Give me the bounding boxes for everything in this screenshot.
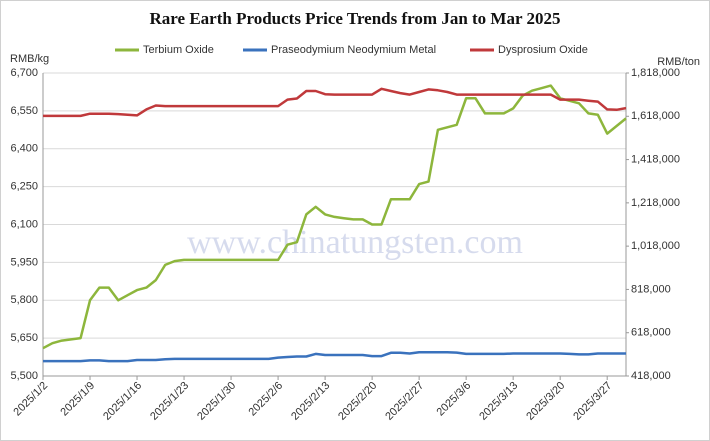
y-tick-label: 6,700 [10, 67, 38, 79]
y2-tick-label: 618,000 [631, 327, 671, 339]
y-tick-label: 6,400 [10, 143, 38, 155]
y-tick-label: 5,800 [10, 294, 38, 306]
legend-label: Terbium Oxide [143, 44, 214, 56]
y2-tick-label: 1,818,000 [631, 67, 680, 79]
series-line [43, 87, 627, 118]
y2-tick-label: 818,000 [631, 283, 671, 295]
series-line [43, 350, 626, 363]
y2-tick-label: 1,418,000 [631, 153, 680, 165]
series-line [42, 84, 627, 350]
y-tick-label: 5,500 [10, 370, 38, 382]
y2-tick-label: 1,218,000 [631, 197, 680, 209]
y-axis-label: RMB/kg [10, 53, 49, 65]
watermark: www.chinatungsten.com [187, 224, 523, 261]
y2-tick-label: 418,000 [631, 370, 671, 382]
y-tick-label: 6,550 [10, 105, 38, 117]
y-tick-label: 6,250 [10, 181, 38, 193]
y-tick-label: 5,950 [10, 256, 38, 268]
y-tick-label: 5,650 [10, 332, 38, 344]
legend-label: Dysprosium Oxide [498, 44, 588, 56]
y2-axis-label: RMB/ton [657, 56, 700, 68]
y2-tick-label: 1,618,000 [631, 110, 680, 122]
y2-tick-label: 1,018,000 [631, 240, 680, 252]
y-tick-label: 6,100 [10, 218, 38, 230]
legend-label: Praseodymium Neodymium Metal [271, 44, 436, 56]
chart-title: Rare Earth Products Price Trends from Ja… [150, 9, 561, 28]
